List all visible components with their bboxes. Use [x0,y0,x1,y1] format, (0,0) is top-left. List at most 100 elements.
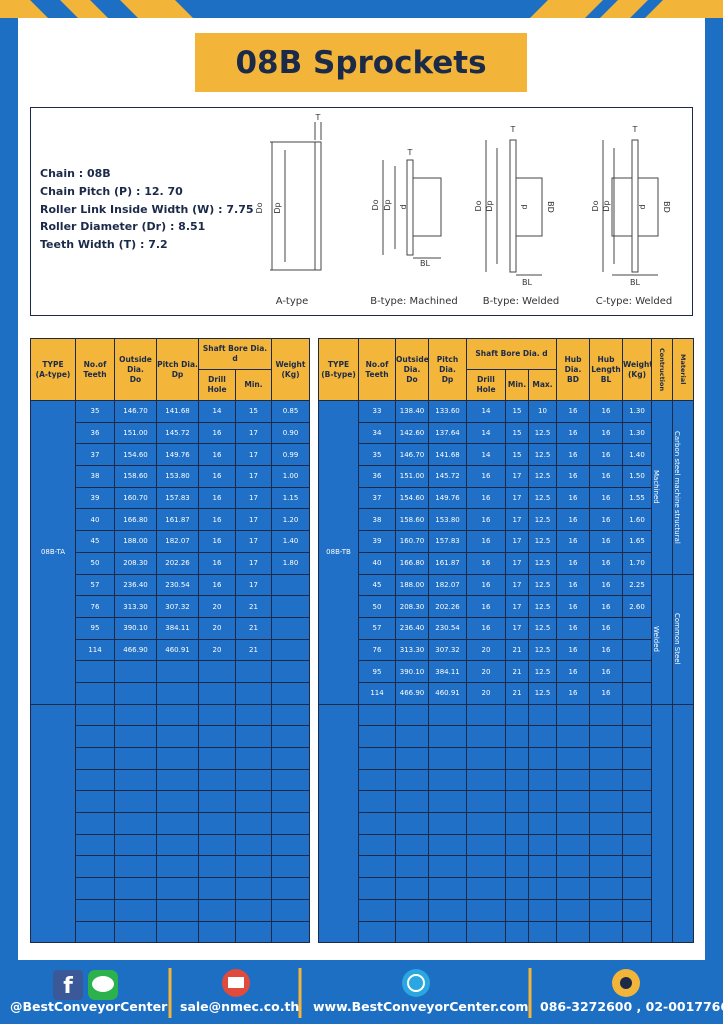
cell [556,812,590,835]
cell [114,790,157,814]
cell: 12.5 [528,616,557,640]
cell [505,768,529,792]
top-stripes [0,0,723,18]
body-row [30,703,310,944]
cell [235,790,272,814]
table-b: TYPE (B-type) No.of Teeth Outside Dia. Do Pitch… [318,338,694,944]
header-cell: Outside Dia. Do [395,338,429,401]
cell: 17 [235,465,272,488]
cell [428,812,467,835]
header-cell: Material [672,338,694,401]
header-line: (B-type) [321,369,356,379]
cell: 16 [589,400,623,423]
cell [271,638,310,662]
cell: 16 [589,551,623,575]
cell [505,833,529,857]
cell [622,703,652,727]
header-line: (Kg) [627,369,647,379]
cell: 16 [198,551,236,575]
cell: 12.5 [528,508,557,532]
cell: 16 [556,530,590,553]
spec: Roller Diameter (Dr) : 8.51 [40,220,206,234]
header-cell: Pitch Dia. Dp [156,338,199,401]
cell [528,855,557,879]
cell [395,703,429,727]
cell [622,812,652,835]
body-row: 37 154.60 149.76 16 17 12.5 16 16 1.55 [319,486,694,510]
cell: 16 [198,443,236,467]
cell: 151.00 [114,421,157,445]
cell [589,877,623,900]
dim-label: T [407,148,413,157]
cell: 2.25 [622,573,652,597]
cell [505,898,529,922]
body-row [31,790,310,814]
cell [395,725,429,748]
cell [556,833,590,857]
header-cell: Pitch Dia. Dp [428,338,467,401]
cell: 16 [466,486,506,510]
cell [358,877,396,900]
cell [271,660,310,683]
cell: 33 [358,400,396,423]
cell [395,855,429,879]
cell [505,703,529,727]
cell [156,833,199,857]
cell [75,703,115,727]
cell [198,660,236,683]
cell [358,833,396,857]
cell: 16 [466,465,506,488]
cell: 146.70 [114,400,157,423]
cell: 16 [589,573,623,597]
cell: 1.80 [271,551,310,575]
cell [466,833,506,857]
cell [528,790,557,814]
cell [505,920,529,944]
cell: 460.91 [428,681,467,705]
cell [466,920,506,944]
cell: 202.26 [428,595,467,618]
cell: 20 [466,681,506,705]
cell: 17 [505,595,529,618]
cell [466,855,506,879]
cell [428,833,467,857]
cell: 466.90 [114,638,157,662]
cell: 17 [505,486,529,510]
diagram-caption: C-type: Welded [596,296,673,307]
cell: 230.54 [428,616,467,640]
cell [556,725,590,748]
cell: 160.70 [395,530,429,553]
cell [428,920,467,944]
body-row: 38 158.60 153.80 16 17 1.00 [31,465,310,488]
body-row: 45 188.00 182.07 16 17 1.40 [31,530,310,553]
spec: Teeth Width (T) : 7.2 [40,238,168,252]
header-line: Weight [623,359,652,369]
body-row [31,833,310,857]
cell [114,660,157,683]
title: 08B Sprockets [195,33,527,92]
cell [556,768,590,792]
cell [271,573,310,597]
cell [622,898,652,922]
type-cell: 08B-TA [30,400,76,705]
body-row: 34 142.60 137.64 14 15 12.5 16 16 1.30 [319,421,694,445]
cell: 15 [235,400,272,423]
cell: 16 [589,530,623,553]
dim-label: Do [591,200,600,211]
cell: 37 [358,486,396,510]
cell: 21 [235,638,272,662]
cell: 313.30 [114,595,157,618]
cell: 2.60 [622,595,652,618]
cell: 16 [556,551,590,575]
cell [528,768,557,792]
cell [589,898,623,922]
cell: 14 [466,400,506,423]
cell: 188.00 [114,530,157,553]
cell: 38 [75,465,115,488]
cell [589,768,623,792]
cell [358,898,396,922]
cell [428,877,467,900]
cell: 95 [358,660,396,683]
header-cell: Min. [505,369,529,401]
body-row [31,877,310,900]
